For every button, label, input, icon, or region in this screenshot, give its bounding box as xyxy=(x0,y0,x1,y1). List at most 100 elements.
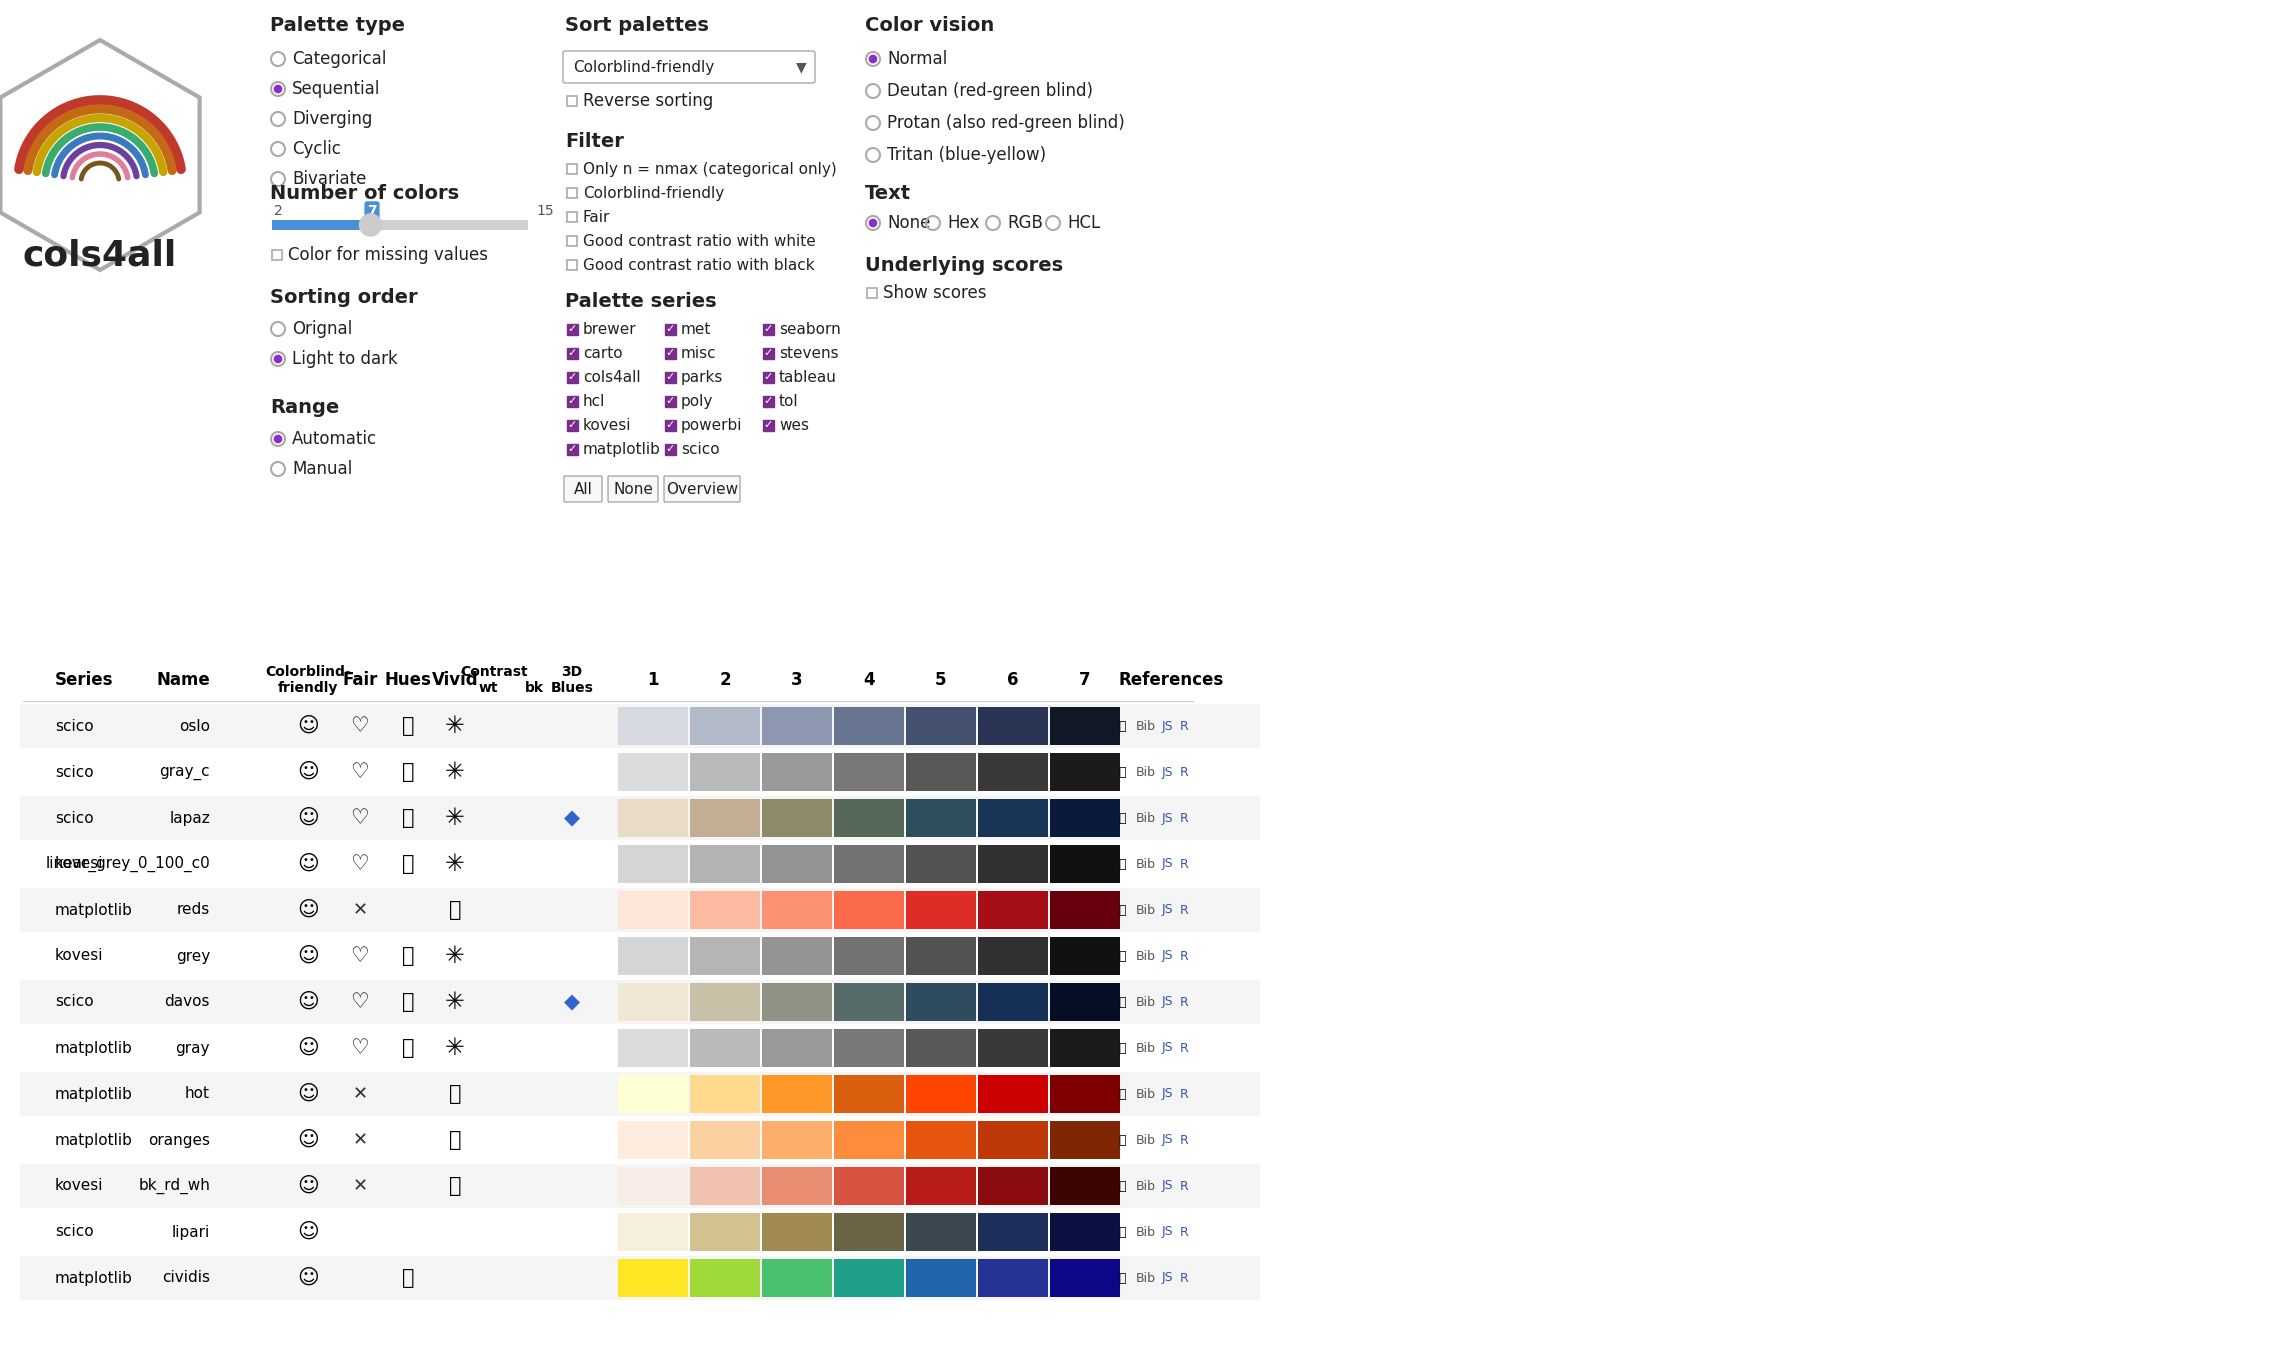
Text: R: R xyxy=(1179,1133,1188,1147)
Text: JS: JS xyxy=(1163,1180,1175,1192)
FancyBboxPatch shape xyxy=(21,1256,1259,1300)
FancyBboxPatch shape xyxy=(665,396,674,407)
Text: Bib: Bib xyxy=(1136,949,1156,963)
FancyBboxPatch shape xyxy=(617,754,688,790)
FancyBboxPatch shape xyxy=(835,984,904,1021)
FancyBboxPatch shape xyxy=(690,1167,759,1206)
FancyBboxPatch shape xyxy=(762,371,773,382)
FancyBboxPatch shape xyxy=(273,221,369,230)
Text: Number of colors: Number of colors xyxy=(271,184,459,203)
Text: ✳: ✳ xyxy=(445,760,466,784)
Text: None: None xyxy=(612,481,654,496)
Text: Vivid: Vivid xyxy=(431,671,479,689)
Text: 📖: 📖 xyxy=(1117,1226,1126,1238)
FancyBboxPatch shape xyxy=(617,707,688,745)
Text: 5: 5 xyxy=(936,671,947,689)
FancyBboxPatch shape xyxy=(273,221,528,230)
FancyBboxPatch shape xyxy=(665,419,674,430)
FancyBboxPatch shape xyxy=(567,444,578,455)
Circle shape xyxy=(275,85,282,93)
Text: 📖: 📖 xyxy=(1117,766,1126,778)
Text: ✳: ✳ xyxy=(445,944,466,969)
Text: matplotlib: matplotlib xyxy=(55,903,133,918)
Text: Bib: Bib xyxy=(1136,903,1156,917)
Text: Bib: Bib xyxy=(1136,1133,1156,1147)
FancyBboxPatch shape xyxy=(617,1212,688,1251)
FancyBboxPatch shape xyxy=(762,1167,833,1206)
Text: 📖: 📖 xyxy=(1117,1180,1126,1192)
FancyBboxPatch shape xyxy=(762,1121,833,1159)
Text: Sort palettes: Sort palettes xyxy=(564,15,709,34)
Text: R: R xyxy=(1179,719,1188,733)
Text: bk_rd_wh: bk_rd_wh xyxy=(138,1178,211,1195)
Circle shape xyxy=(275,355,282,363)
FancyBboxPatch shape xyxy=(665,323,674,334)
Text: JS: JS xyxy=(1163,1088,1175,1100)
Text: ☺: ☺ xyxy=(298,1222,319,1243)
Text: Colorblind-friendly: Colorblind-friendly xyxy=(574,59,713,74)
Text: HCL: HCL xyxy=(1067,214,1101,232)
Text: hot: hot xyxy=(186,1086,211,1101)
FancyBboxPatch shape xyxy=(617,845,688,884)
Text: brewer: brewer xyxy=(583,322,638,337)
Text: All: All xyxy=(574,481,592,496)
FancyBboxPatch shape xyxy=(690,1075,759,1112)
Text: 3D: 3D xyxy=(562,664,583,680)
FancyBboxPatch shape xyxy=(21,796,1259,840)
FancyBboxPatch shape xyxy=(562,51,814,84)
Text: matplotlib: matplotlib xyxy=(583,441,661,456)
Text: Bib: Bib xyxy=(1136,1041,1156,1055)
FancyBboxPatch shape xyxy=(762,419,773,430)
Text: Bib: Bib xyxy=(1136,811,1156,825)
Text: Bib: Bib xyxy=(1136,1271,1156,1285)
FancyBboxPatch shape xyxy=(567,371,578,382)
FancyBboxPatch shape xyxy=(690,1212,759,1251)
Text: ☺: ☺ xyxy=(298,1269,319,1288)
Text: ✳: ✳ xyxy=(445,852,466,875)
Text: ☺: ☺ xyxy=(298,992,319,1012)
Text: Protan (also red-green blind): Protan (also red-green blind) xyxy=(888,114,1124,132)
Text: R: R xyxy=(1179,1271,1188,1285)
Text: Underlying scores: Underlying scores xyxy=(865,255,1062,274)
Text: R: R xyxy=(1179,1088,1188,1100)
Text: Show scores: Show scores xyxy=(883,284,986,301)
FancyBboxPatch shape xyxy=(21,888,1259,932)
Text: Name: Name xyxy=(156,671,211,689)
Circle shape xyxy=(869,219,876,226)
FancyBboxPatch shape xyxy=(21,843,1259,886)
FancyBboxPatch shape xyxy=(1051,937,1119,975)
Text: ♡: ♡ xyxy=(351,1038,369,1058)
FancyBboxPatch shape xyxy=(762,348,773,359)
Text: tol: tol xyxy=(780,393,798,408)
FancyBboxPatch shape xyxy=(906,1212,975,1251)
Text: ♡: ♡ xyxy=(351,808,369,827)
Text: Light to dark: Light to dark xyxy=(291,349,397,369)
FancyBboxPatch shape xyxy=(617,1167,688,1206)
Text: Automatic: Automatic xyxy=(291,430,376,448)
Text: 📖: 📖 xyxy=(1117,1133,1126,1147)
Text: 🖌: 🖌 xyxy=(401,717,415,736)
FancyBboxPatch shape xyxy=(906,937,975,975)
Text: ☺: ☺ xyxy=(298,808,319,827)
FancyBboxPatch shape xyxy=(906,754,975,790)
FancyBboxPatch shape xyxy=(617,937,688,975)
FancyBboxPatch shape xyxy=(762,1259,833,1297)
Text: ✳: ✳ xyxy=(445,806,466,830)
Text: Palette type: Palette type xyxy=(271,15,406,34)
FancyBboxPatch shape xyxy=(762,890,833,929)
Text: R: R xyxy=(1179,766,1188,778)
Text: Normal: Normal xyxy=(888,49,947,68)
Text: Sequential: Sequential xyxy=(291,79,381,99)
Text: 7: 7 xyxy=(367,204,376,218)
FancyBboxPatch shape xyxy=(690,937,759,975)
Text: kovesi: kovesi xyxy=(55,856,103,871)
Text: Bivariate: Bivariate xyxy=(291,170,367,188)
Text: scico: scico xyxy=(55,1225,94,1240)
Text: JS: JS xyxy=(1163,949,1175,963)
Text: Bib: Bib xyxy=(1136,1088,1156,1100)
Text: Hex: Hex xyxy=(947,214,980,232)
Text: R: R xyxy=(1179,811,1188,825)
Text: stevens: stevens xyxy=(780,345,840,360)
Text: 📖: 📖 xyxy=(1117,811,1126,825)
FancyBboxPatch shape xyxy=(21,704,1259,748)
